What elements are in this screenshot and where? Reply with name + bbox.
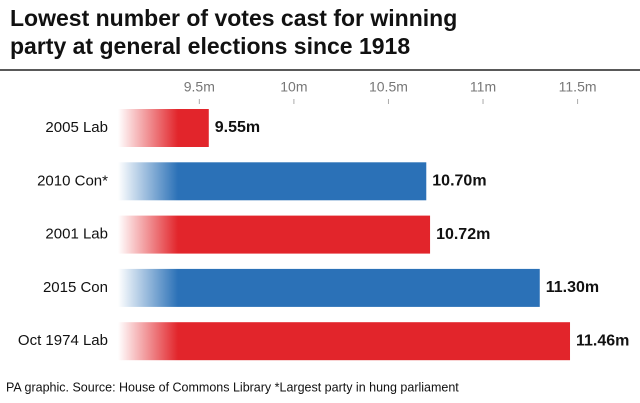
bar: [118, 162, 427, 201]
x-tick-label: 10m: [280, 79, 307, 95]
chart-title: Lowest number of votes cast for winning p…: [10, 5, 457, 59]
x-tick-label: 10.5m: [369, 79, 408, 95]
bar: [118, 215, 431, 254]
category-label: 2015 Con: [43, 279, 108, 296]
bar: [118, 268, 540, 307]
footnote: PA graphic. Source: House of Commons Lib…: [6, 380, 459, 394]
x-tick-label: 9.5m: [184, 79, 215, 95]
category-label: 2001 Lab: [45, 226, 108, 243]
value-label: 11.30m: [546, 279, 599, 296]
category-label: 2005 Lab: [45, 119, 108, 136]
value-label: 10.70m: [432, 173, 486, 190]
value-label: 9.55m: [215, 119, 260, 136]
bar: [118, 322, 571, 361]
category-label: 2010 Con*: [37, 172, 108, 189]
value-label: 10.72m: [436, 226, 490, 243]
bar: [118, 109, 209, 147]
x-tick-label: 11.5m: [559, 79, 597, 95]
x-tick-label: 11m: [470, 79, 496, 95]
category-label: Oct 1974 Lab: [18, 332, 108, 349]
value-label: 11.46m: [576, 332, 629, 349]
